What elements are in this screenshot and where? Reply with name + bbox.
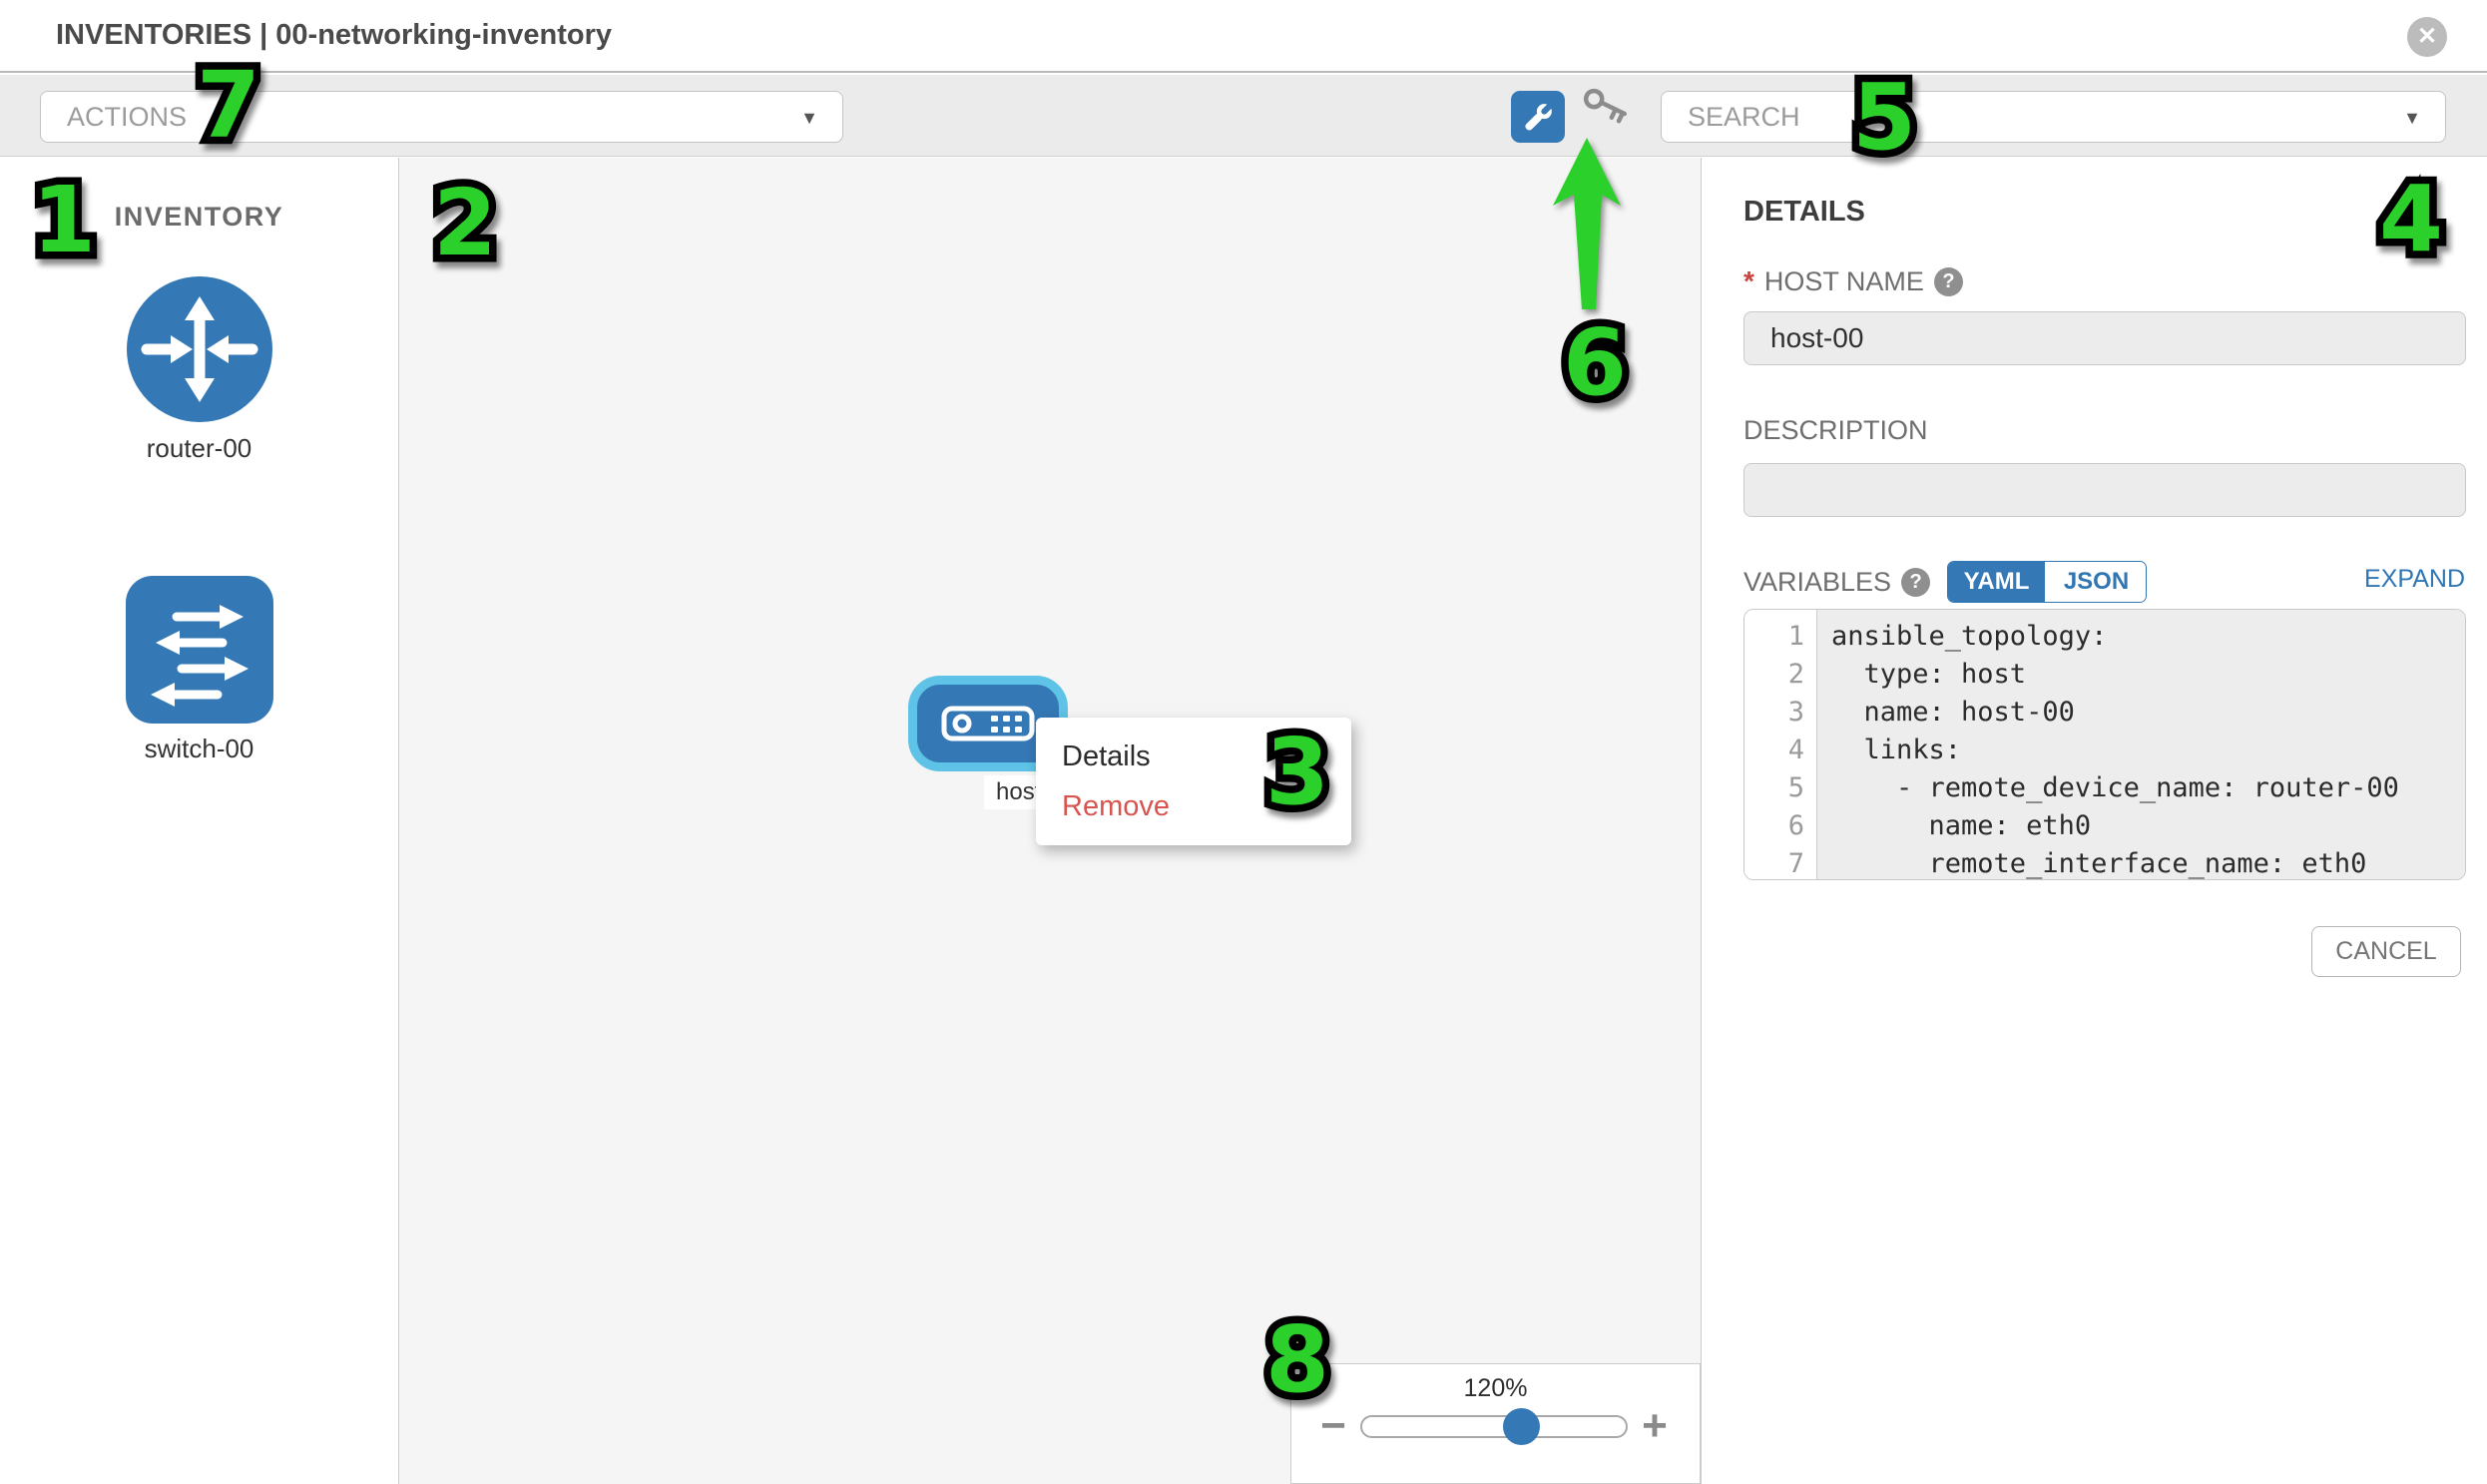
close-icon: ✕ [2416,23,2438,50]
search-dropdown[interactable]: SEARCH ▼ [1661,91,2446,143]
host-name-label: HOST NAME [1763,265,1924,296]
caret-down-icon: ▼ [2403,108,2421,128]
router-icon [126,276,272,422]
line-number: 3 [1787,697,1804,728]
variables-label: VARIABLES [1743,567,1892,597]
code-area: ansible_topology: type: host name: host-… [1816,610,2465,879]
description-label-row: DESCRIPTION [1743,415,1928,446]
sidebar-item-router[interactable]: router-00 [0,274,398,464]
tab-yaml[interactable]: YAML [1948,562,2047,602]
toggle-tools-button[interactable] [1511,91,1565,143]
line-number: 2 [1787,659,1804,690]
variables-code-editor[interactable]: 1 2 3 4 5 6 7 ansible_topology: type: ho… [1743,609,2466,880]
question-circle-icon[interactable]: ? [1933,266,1963,296]
main-area: INVENTORY [0,158,2487,1484]
zoom-slider-thumb[interactable] [1503,1408,1540,1445]
line-number: 4 [1787,735,1804,765]
details-panel: DETAILS * HOST NAME ? DESCRIPTION VARIAB… [1701,158,2487,1484]
zoom-in-button[interactable]: + [1642,1401,1668,1450]
topology-canvas[interactable]: host-00 Details Remove 120% − + [399,158,1701,1484]
code-line: remote_interface_name: eth0 [1831,848,2367,879]
line-number: 6 [1787,810,1804,841]
zoom-slider-track[interactable] [1360,1415,1628,1438]
wrench-icon [1525,102,1554,131]
host-name-input[interactable] [1743,311,2466,365]
page-header: INVENTORIES | 00-networking-inventory ✕ [0,0,2487,73]
code-gutter: 1 2 3 4 5 6 7 [1744,610,1816,879]
expand-link[interactable]: EXPAND [2364,565,2465,593]
variables-format-toggle: YAML JSON [1947,561,2147,603]
page-title: INVENTORIES | 00-networking-inventory [56,19,613,51]
key-button[interactable] [1580,78,1642,143]
actions-dropdown-label: ACTIONS [67,102,188,132]
line-number: 7 [1787,848,1804,879]
variables-label-row: VARIABLES ? [1743,567,1931,598]
inventory-sidebar: INVENTORY [0,158,399,1484]
description-input[interactable] [1743,463,2466,517]
description-label: DESCRIPTION [1743,415,1928,445]
code-line: name: eth0 [1831,810,2092,841]
sidebar-item-switch[interactable]: switch-00 [0,575,398,764]
menu-item-remove[interactable]: Remove [1062,790,1170,822]
zoom-control: 120% − + [1290,1363,1701,1484]
menu-item-details[interactable]: Details [1062,741,1151,772]
context-menu: Details Remove [1036,718,1351,845]
zoom-out-button[interactable]: − [1320,1401,1346,1450]
router-label: router-00 [146,433,252,463]
actions-dropdown[interactable]: ACTIONS ▼ [40,91,843,143]
search-dropdown-label: SEARCH [1688,102,1800,132]
inventory-heading: INVENTORY [114,202,284,232]
zoom-level-label: 120% [1463,1374,1528,1402]
line-number: 1 [1787,621,1804,652]
code-line: - remote_device_name: router-00 [1831,772,2399,803]
question-circle-icon[interactable]: ? [1901,568,1931,597]
key-icon [1583,88,1628,124]
line-number: 5 [1787,772,1804,803]
switch-icon [125,576,273,724]
code-line: links: [1831,735,1962,765]
tab-json[interactable]: JSON [2047,562,2146,602]
host-name-label-row: * HOST NAME ? [1743,265,1963,297]
code-line: ansible_topology: [1831,621,2108,652]
details-heading: DETAILS [1743,196,1865,228]
close-button[interactable]: ✕ [2407,17,2447,57]
switch-label: switch-00 [144,734,254,763]
required-asterisk: * [1743,265,1754,296]
code-line: type: host [1831,659,2027,690]
cancel-button[interactable]: CANCEL [2311,926,2461,977]
caret-down-icon: ▼ [800,108,818,128]
toolbar: ACTIONS ▼ [0,75,2487,157]
code-line: name: host-00 [1831,697,2075,728]
host-icon [941,706,1035,742]
